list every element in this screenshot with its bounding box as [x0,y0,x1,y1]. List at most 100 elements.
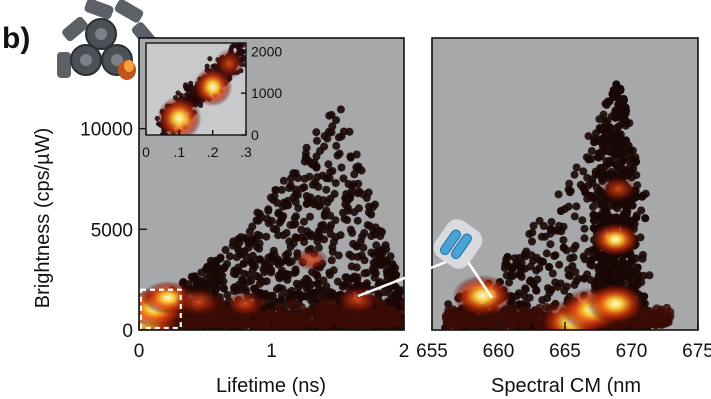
data-point [234,43,240,49]
data-point [188,320,197,329]
data-point [269,246,278,255]
data-point [570,170,579,179]
data-point [308,180,317,189]
data-point [369,258,378,267]
data-point [386,252,395,261]
data-point [347,262,356,271]
data-point [578,216,587,225]
data-point [286,300,295,310]
data-point [282,308,291,317]
data-point [354,164,363,173]
data-point [297,303,306,312]
data-point [312,128,321,137]
data-point [515,300,524,309]
data-point [550,252,559,260]
data-point [203,263,212,272]
data-point [198,102,204,108]
data-point [381,308,391,317]
data-point [281,199,290,208]
data-point [360,269,369,278]
data-point [285,270,294,279]
data-point [579,183,588,192]
data-point [515,263,524,272]
data-point [274,303,283,312]
data-point [528,237,536,246]
data-point [345,250,354,259]
data-point [605,97,614,106]
connector-line-right [466,261,494,299]
data-point [296,280,305,289]
data-point [559,222,568,231]
data-point [646,319,655,328]
data-point [580,274,589,283]
data-point [342,190,351,198]
data-point [570,280,579,289]
data-point [559,236,568,245]
data-point [326,211,335,220]
data-point [565,179,574,188]
data-point [246,319,256,329]
data-point [219,284,228,293]
right-plot: 655 660 665 670 675 Spectral CM (nm [416,37,711,397]
data-point [223,260,231,268]
data-point [501,260,510,269]
data-point [532,253,541,262]
data-point [313,136,321,145]
data-point [276,319,286,329]
x-tick-label: 2 [399,341,410,362]
data-point [380,288,389,297]
data-point [302,200,311,208]
data-point [334,133,343,142]
nanostructure-cartoon-icon [57,0,161,80]
data-point [543,294,552,303]
data-point [461,318,471,327]
data-point [539,222,548,230]
data-point [332,141,341,150]
data-point [323,307,332,316]
data-point [547,218,556,226]
data-point [291,267,300,276]
data-point [512,314,521,323]
data-point [603,261,612,269]
density-cluster [452,274,513,317]
data-point [267,268,275,277]
data-point [202,274,211,283]
data-point [291,233,300,242]
data-point [627,201,636,209]
data-point [359,243,368,252]
data-point [547,285,556,294]
data-point [294,204,303,213]
data-point [621,167,630,176]
data-point [360,229,369,237]
data-point [505,314,514,323]
data-point [662,303,672,313]
data-point [628,216,637,225]
data-point [587,147,596,155]
data-point [613,92,622,101]
data-point [579,167,588,176]
data-point [486,314,496,323]
data-point [612,149,621,158]
x-tick-label: 670 [616,341,648,362]
data-point [512,291,521,300]
data-point [319,196,328,205]
y-tick-label: 2000 [251,43,282,59]
data-point [614,129,623,138]
data-point [569,244,578,253]
data-point [569,253,578,262]
data-point [381,241,390,250]
data-point [638,320,647,329]
data-point [333,151,342,160]
data-point [572,163,581,172]
data-point [318,320,327,329]
data-point [388,305,398,314]
connector-line-left [357,260,447,298]
data-point [350,170,359,179]
data-point [309,294,318,303]
data-point [305,172,314,181]
data-point [221,245,230,254]
data-point [641,214,650,223]
data-point [264,206,273,215]
